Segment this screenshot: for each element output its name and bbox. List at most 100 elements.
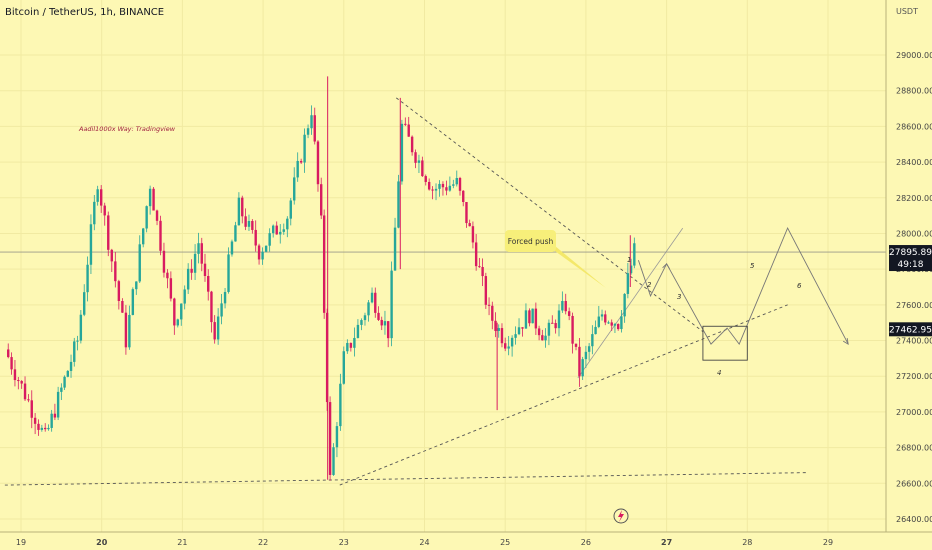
candle-body	[581, 359, 584, 377]
candle-body	[83, 292, 86, 315]
candle-body	[173, 298, 176, 326]
wave-label-5: 5	[750, 262, 755, 270]
callout-text: Forced push	[508, 237, 554, 246]
time-tick-label: 26	[581, 538, 591, 547]
candle-body	[328, 402, 332, 475]
candle-body	[145, 206, 148, 229]
candle-body	[73, 341, 76, 362]
candle-body	[626, 273, 630, 294]
candle-body	[193, 253, 197, 273]
candle-body	[257, 245, 261, 260]
price-tick-label: 28600.00	[896, 122, 932, 131]
candle-body	[438, 183, 441, 189]
candle-body	[79, 314, 83, 341]
candle-body	[124, 312, 128, 348]
candle-body	[271, 225, 275, 234]
candle-body	[404, 123, 407, 125]
candle-body	[629, 265, 633, 274]
candle-body	[623, 293, 626, 317]
candle-body	[117, 281, 121, 301]
time-tick-label: 21	[177, 538, 187, 547]
candle-body	[63, 376, 66, 388]
wave-label-1: 1	[627, 256, 631, 264]
candle-body	[20, 380, 23, 384]
lightning-icon	[618, 510, 624, 522]
candle-body	[159, 220, 162, 251]
trendline	[395, 97, 704, 332]
candle-body	[339, 383, 342, 427]
candle-body	[441, 183, 445, 188]
candle-body	[367, 302, 370, 316]
candle-body	[234, 225, 237, 242]
candle-body	[600, 314, 604, 317]
candle-body	[587, 346, 591, 352]
candle-body	[306, 128, 310, 135]
candle-body	[414, 152, 417, 163]
candle-body	[30, 400, 33, 418]
trendlines	[4, 97, 808, 486]
candle-body	[203, 263, 207, 277]
candle-body	[230, 241, 234, 255]
wave-label-6: 6	[797, 282, 802, 290]
candle-body	[400, 123, 404, 182]
candle-body	[186, 268, 190, 290]
price-tick-label: 27600.00	[896, 301, 932, 310]
candle-body	[397, 181, 400, 228]
candle-body	[56, 391, 60, 418]
candle-body	[584, 351, 588, 360]
candle-body	[176, 319, 179, 326]
callout-box	[505, 230, 556, 252]
chart-title: Bitcoin / TetherUS, 1h, BINANCE	[5, 7, 164, 18]
candle-body	[424, 176, 427, 182]
candle-body	[620, 316, 623, 330]
candle-body	[547, 322, 551, 336]
candle-body	[510, 337, 514, 347]
candle-body	[393, 227, 397, 271]
price-tick-label: 28400.00	[896, 158, 932, 167]
candle-body	[471, 226, 475, 243]
currency-label: USDT	[896, 7, 918, 16]
candle-body	[93, 201, 96, 225]
candle-body	[390, 270, 393, 339]
candle-body	[507, 346, 510, 349]
event-marker[interactable]	[613, 508, 629, 524]
candle-body	[468, 223, 471, 227]
candle-body	[7, 349, 10, 358]
candle-body	[316, 141, 320, 185]
candle-body	[40, 427, 44, 430]
candle-body	[293, 177, 296, 201]
marked-price-tag: 27462.95	[889, 322, 932, 337]
candle-body	[223, 291, 227, 304]
time-tick-label: 20	[96, 538, 108, 547]
candle-body	[377, 312, 380, 320]
candle-body	[616, 324, 620, 330]
candle-body	[491, 305, 494, 321]
price-tick-label: 26400.00	[896, 515, 932, 524]
candle-body	[303, 134, 306, 163]
accumulation-box	[702, 325, 748, 361]
price-tick-label: 27000.00	[896, 408, 932, 417]
price-tick-label: 28000.00	[896, 229, 932, 238]
candle-body	[613, 324, 617, 326]
candle-body	[567, 311, 571, 316]
candle-body	[353, 337, 356, 348]
candle-body	[190, 268, 193, 273]
candle-body	[37, 423, 40, 430]
candle-body	[417, 160, 421, 163]
candle-body	[370, 292, 374, 303]
candle-body	[241, 197, 244, 217]
candle-body	[47, 427, 50, 430]
price-tick-label: 29000.00	[896, 51, 932, 60]
candle-body	[554, 323, 557, 329]
candle-body	[574, 343, 578, 347]
candle-body	[386, 321, 390, 339]
candle-body	[237, 197, 241, 226]
candle-body	[213, 322, 216, 340]
candle-body	[197, 243, 200, 254]
time-axis[interactable]: 19 20 21 22 23 24 25 26 27 28 29	[16, 538, 833, 547]
candle-body	[200, 243, 203, 264]
candle-body	[148, 188, 152, 207]
candle-body	[227, 254, 230, 292]
candle-body	[383, 321, 387, 326]
